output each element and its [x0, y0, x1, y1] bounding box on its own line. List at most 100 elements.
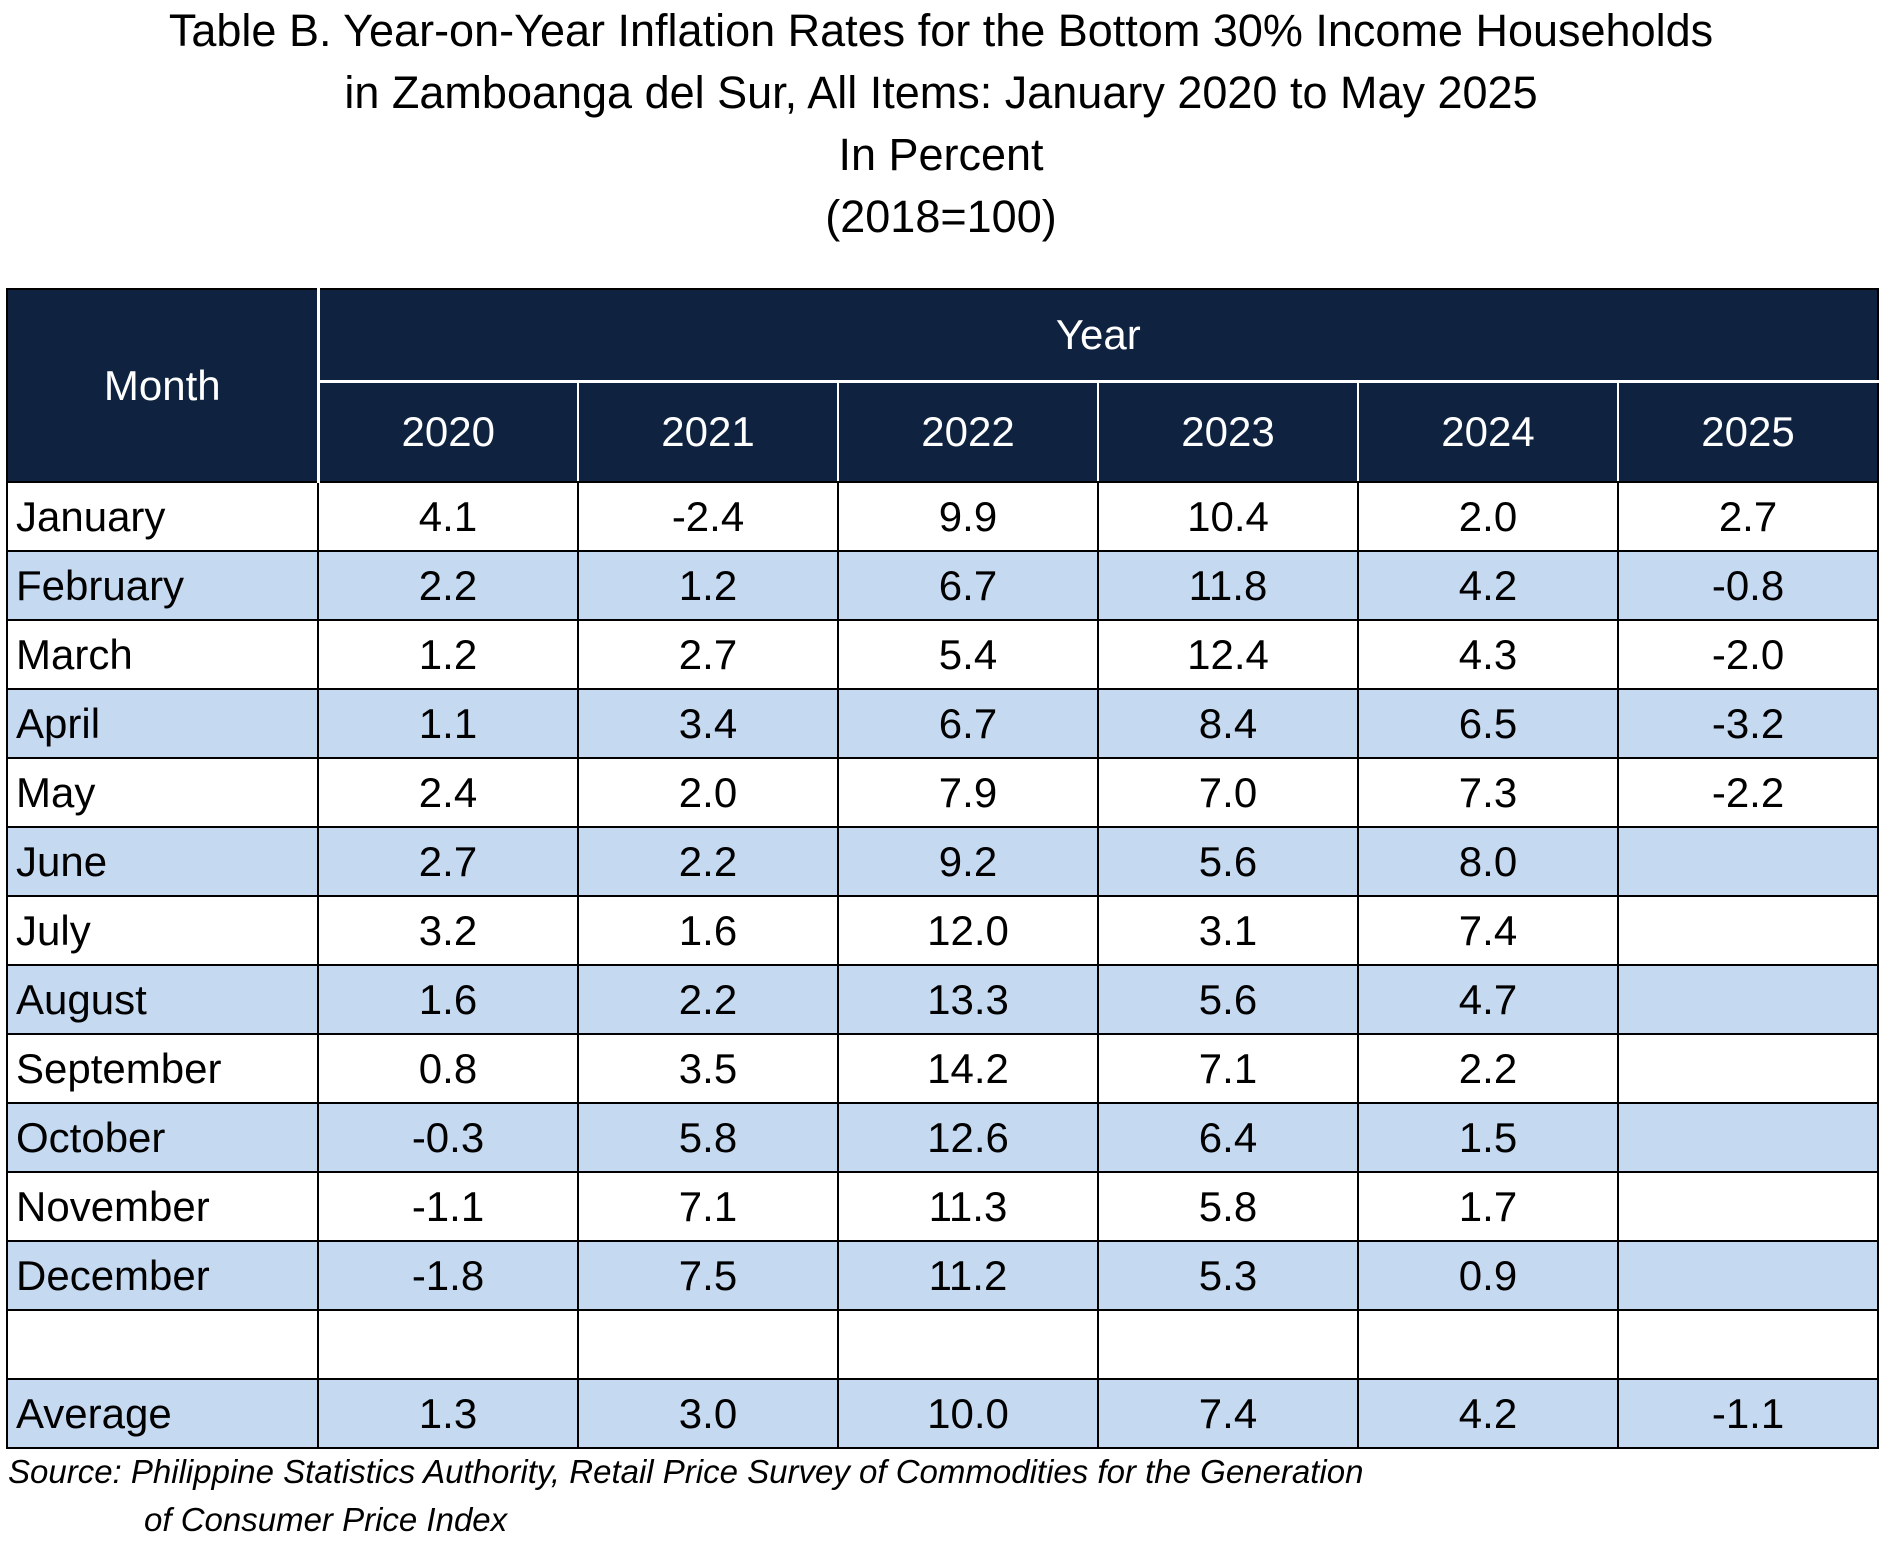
- value-cell: 7.4: [1357, 895, 1619, 966]
- value-cell: -0.3: [317, 1102, 579, 1173]
- value-cell: [577, 1309, 839, 1380]
- value-cell: 13.3: [837, 964, 1099, 1035]
- value-cell: 1.1: [317, 688, 579, 759]
- year-header-2020: 2020: [317, 380, 579, 483]
- value-cell: 6.7: [837, 688, 1099, 759]
- value-cell: 14.2: [837, 1033, 1099, 1104]
- value-cell: 1.2: [317, 619, 579, 690]
- inflation-table: Month Year 2020 2021 2022 2023 2024 2025…: [6, 288, 1880, 1449]
- value-cell: 0.8: [317, 1033, 579, 1104]
- value-cell: 6.4: [1097, 1102, 1359, 1173]
- value-cell: 6.5: [1357, 688, 1619, 759]
- title-line-3: In Percent: [838, 129, 1044, 180]
- header-row-years: 2020 2021 2022 2023 2024 2025: [7, 380, 1880, 483]
- table-row: May 2.4 2.0 7.9 7.0 7.3 -2.2: [6, 757, 1880, 828]
- value-cell: -1.1: [1616, 1378, 1880, 1449]
- year-header-2022: 2022: [837, 380, 1099, 483]
- month-cell: January: [6, 481, 319, 552]
- title-line-1: Table B. Year-on-Year Inflation Rates fo…: [168, 5, 1714, 56]
- value-cell: 12.4: [1097, 619, 1359, 690]
- value-cell: 7.1: [577, 1171, 839, 1242]
- table-row: November -1.1 7.1 11.3 5.8 1.7: [6, 1171, 1880, 1242]
- table-row: March 1.2 2.7 5.4 12.4 4.3 -2.0: [6, 619, 1880, 690]
- source-note: Source: Philippine Statistics Authority,…: [8, 1448, 1363, 1544]
- value-cell: [1616, 895, 1880, 966]
- value-cell: 1.3: [317, 1378, 579, 1449]
- value-cell: -2.2: [1616, 757, 1880, 828]
- month-cell: November: [6, 1171, 319, 1242]
- value-cell: 7.0: [1097, 757, 1359, 828]
- value-cell: 8.0: [1357, 826, 1619, 897]
- month-cell: June: [6, 826, 319, 897]
- value-cell: 3.4: [577, 688, 839, 759]
- year-group-header: Year: [316, 288, 1880, 383]
- month-cell: April: [6, 688, 319, 759]
- table-row: December -1.8 7.5 11.2 5.3 0.9: [6, 1240, 1880, 1311]
- month-cell: May: [6, 757, 319, 828]
- average-row: Average 1.3 3.0 10.0 7.4 4.2 -1.1: [6, 1378, 1880, 1449]
- value-cell: 7.3: [1357, 757, 1619, 828]
- value-cell: [1616, 1171, 1880, 1242]
- table-row: September 0.8 3.5 14.2 7.1 2.2: [6, 1033, 1880, 1104]
- value-cell: -2.4: [577, 481, 839, 552]
- value-cell: 4.2: [1357, 1378, 1619, 1449]
- month-column-header: Month: [6, 288, 320, 483]
- value-cell: 7.9: [837, 757, 1099, 828]
- value-cell: 0.9: [1357, 1240, 1619, 1311]
- table-row: July 3.2 1.6 12.0 3.1 7.4: [6, 895, 1880, 966]
- value-cell: [1616, 1033, 1880, 1104]
- value-cell: [1616, 964, 1880, 1035]
- inflation-table-wrapper: Month Year 2020 2021 2022 2023 2024 2025…: [6, 288, 1880, 1449]
- value-cell: 1.7: [1357, 1171, 1619, 1242]
- value-cell: 12.0: [837, 895, 1099, 966]
- value-cell: 9.9: [837, 481, 1099, 552]
- value-cell: 1.6: [317, 964, 579, 1035]
- value-cell: -1.1: [317, 1171, 579, 1242]
- value-cell: 4.2: [1357, 550, 1619, 621]
- value-cell: 11.3: [837, 1171, 1099, 1242]
- value-cell: 9.2: [837, 826, 1099, 897]
- value-cell: 4.3: [1357, 619, 1619, 690]
- value-cell: 3.1: [1097, 895, 1359, 966]
- value-cell: 2.2: [577, 964, 839, 1035]
- value-cell: 8.4: [1097, 688, 1359, 759]
- value-cell: 6.7: [837, 550, 1099, 621]
- value-cell: 11.2: [837, 1240, 1099, 1311]
- value-cell: 4.7: [1357, 964, 1619, 1035]
- year-header-2025: 2025: [1616, 380, 1880, 483]
- value-cell: [1616, 1240, 1880, 1311]
- value-cell: 2.7: [577, 619, 839, 690]
- value-cell: 5.3: [1097, 1240, 1359, 1311]
- table-body: January 4.1 -2.4 9.9 10.4 2.0 2.7 February 2.2 1.…: [6, 481, 1880, 1449]
- table-title: Table B. Year-on-Year Inflation Rates fo…: [0, 0, 1882, 248]
- value-cell: 3.2: [317, 895, 579, 966]
- table-row: October -0.3 5.8 12.6 6.4 1.5: [6, 1102, 1880, 1173]
- value-cell: [1616, 1309, 1880, 1380]
- value-cell: 2.0: [1357, 481, 1619, 552]
- title-line-4: (2018=100): [825, 191, 1057, 242]
- value-cell: 2.7: [317, 826, 579, 897]
- value-cell: 5.8: [1097, 1171, 1359, 1242]
- value-cell: 2.2: [577, 826, 839, 897]
- value-cell: 10.0: [837, 1378, 1099, 1449]
- value-cell: 2.2: [1357, 1033, 1619, 1104]
- header-row-top: Month Year: [6, 288, 1880, 483]
- value-cell: 2.7: [1616, 481, 1880, 552]
- month-cell: December: [6, 1240, 319, 1311]
- month-cell: March: [6, 619, 319, 690]
- month-cell: September: [6, 1033, 319, 1104]
- value-cell: 5.6: [1097, 964, 1359, 1035]
- value-cell: -3.2: [1616, 688, 1880, 759]
- month-cell: Average: [6, 1378, 319, 1449]
- value-cell: 12.6: [837, 1102, 1099, 1173]
- value-cell: -2.0: [1616, 619, 1880, 690]
- table-row: June 2.7 2.2 9.2 5.6 8.0: [6, 826, 1880, 897]
- source-line-2: of Consumer Price Index: [144, 1501, 508, 1538]
- table-row: April 1.1 3.4 6.7 8.4 6.5 -3.2: [6, 688, 1880, 759]
- month-cell: August: [6, 964, 319, 1035]
- source-line-1: Source: Philippine Statistics Authority,…: [8, 1453, 1364, 1490]
- value-cell: 1.6: [577, 895, 839, 966]
- value-cell: 3.5: [577, 1033, 839, 1104]
- month-cell: February: [6, 550, 319, 621]
- value-cell: 3.0: [577, 1378, 839, 1449]
